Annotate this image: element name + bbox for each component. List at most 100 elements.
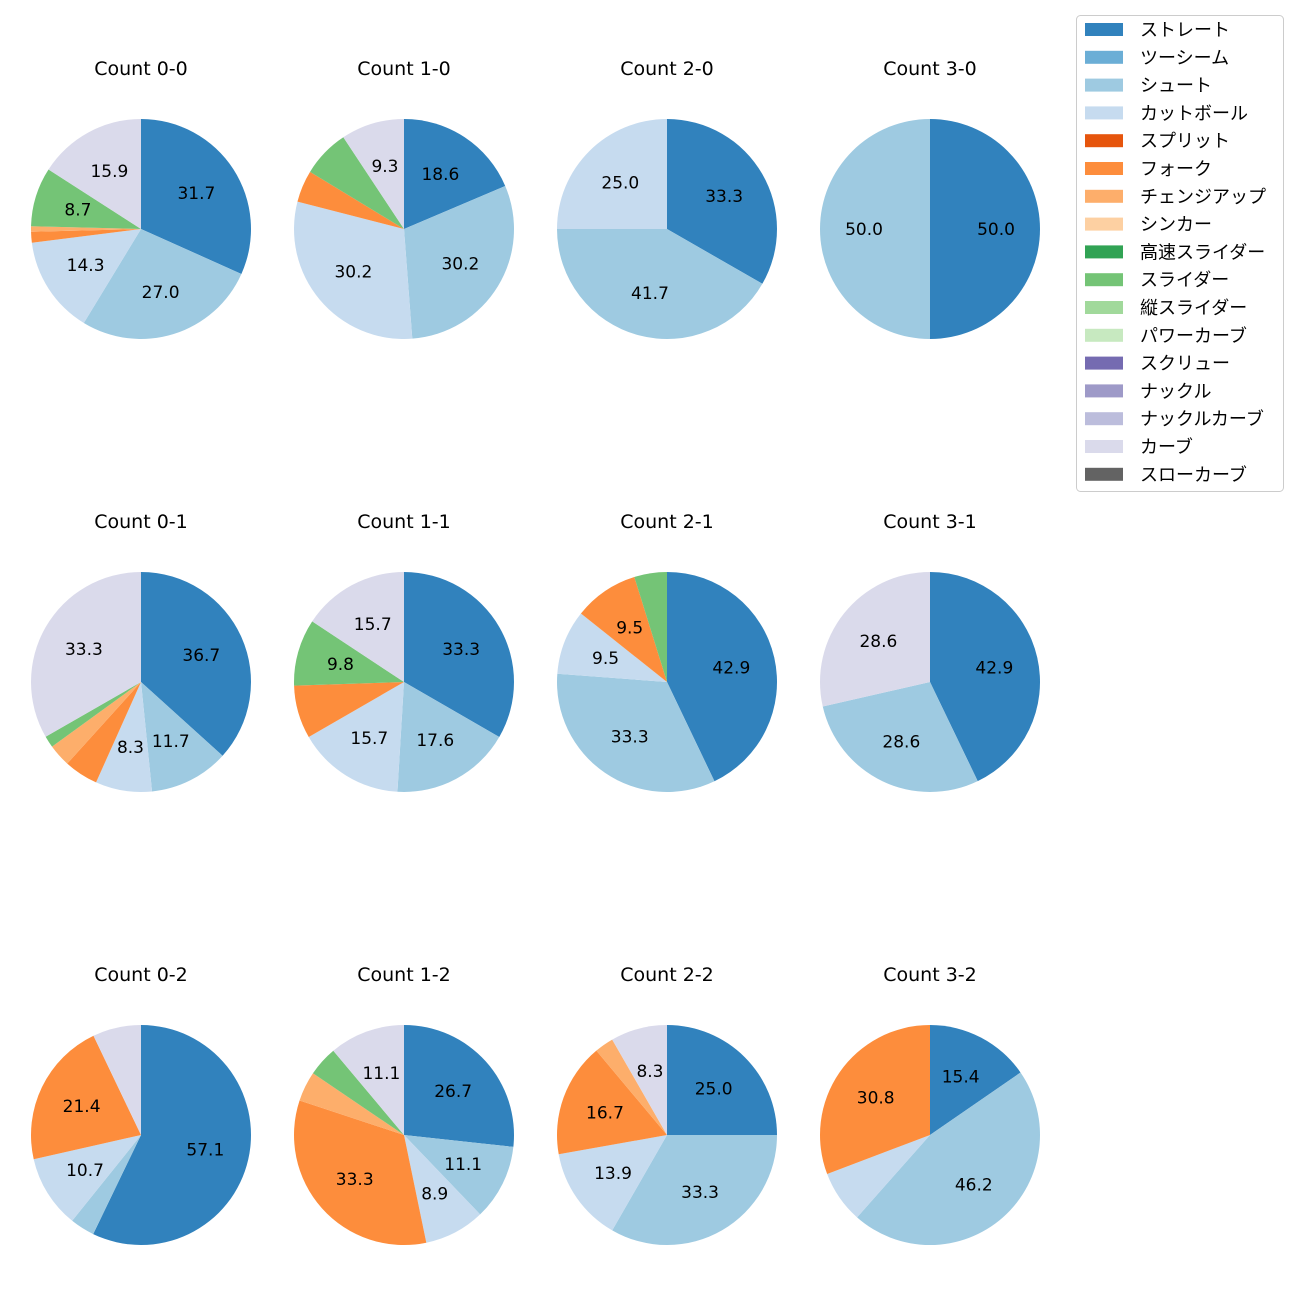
legend-label: ナックル [1140,381,1211,402]
slice-label: 11.1 [444,1155,482,1175]
slice-label: 15.4 [942,1068,980,1088]
slice-label: 33.3 [65,640,103,660]
pie-slice [404,1135,514,1215]
slice-label: 8.3 [636,1062,663,1082]
legend-label: シンカー [1140,215,1212,236]
slice-label: 33.3 [336,1170,374,1190]
slice-label: 8.3 [117,738,144,758]
pie-title: Count 3-1 [883,511,977,533]
pie-slice [612,1135,777,1245]
pie-count-1-2: Count 1-2 26.7 11.1 8.9 33.3 11.1 [294,964,514,1246]
slice-label: 33.3 [611,727,649,747]
pie-title: Count 1-2 [357,964,451,986]
legend-label: チェンジアップ [1140,187,1266,208]
pie-slice [404,119,506,229]
pie-count-1-1: Count 1-133.317.615.79.815.7 [294,511,514,793]
pie-slice [580,576,667,682]
pie-slice [667,572,777,782]
pie-slice [827,1135,930,1218]
pie-slice [822,682,978,792]
pie-title: Count 1-1 [357,511,451,533]
pie-slice [141,572,251,756]
slice-label: 27.0 [142,283,180,303]
pie-slice [30,572,141,737]
pie-slice [404,572,514,737]
slice-label: 15.7 [350,729,388,749]
slice-label: 9.5 [616,619,643,639]
legend-swatch [1085,440,1123,453]
pie-slice [294,1100,427,1246]
slice-label: 8.9 [421,1184,448,1204]
legend-swatch [1085,106,1123,120]
slice-label: 57.1 [186,1141,224,1161]
legend-label: 縦スライダー [1140,298,1247,319]
pie-title: Count 2-2 [620,964,714,986]
slice-label: 13.9 [594,1164,632,1184]
slice-label: 8.7 [64,201,91,221]
pie-slice [310,137,404,229]
slice-label: 41.7 [631,284,669,304]
legend-label: フォーク [1140,159,1212,180]
slice-label: 9.5 [592,649,619,669]
pie-title: Count 2-1 [620,511,714,533]
slice-label: 33.3 [681,1183,719,1203]
slice-label: 30.2 [334,262,372,282]
legend-swatch [1085,412,1123,426]
slice-label: 25.0 [601,173,639,193]
legend-swatch [1085,189,1123,203]
legend-label: ツーシーム [1140,48,1229,69]
pie-slice [404,1025,514,1147]
pie-slice [857,1072,1040,1245]
slice-label: 17.6 [416,731,454,751]
pie-slice [930,119,1040,339]
slice-label: 21.4 [63,1097,101,1117]
pie-slice [45,682,141,747]
pie-slice [333,1025,404,1135]
legend-label: ストレート [1140,20,1230,41]
pie-slice [404,1135,481,1243]
pie-count-3-2: Count 3-2 15.4 46.2 30.8 [820,964,1040,1245]
pie-slice [612,1025,667,1135]
slice-label: 31.7 [177,184,215,204]
pie-slice [312,1050,404,1135]
pie-slice [294,621,404,686]
pie-slice [31,1035,142,1160]
slice-label: 28.6 [882,732,920,752]
slice-label: 33.3 [705,187,743,207]
pie-slice [293,201,413,339]
pie-slice [52,682,141,764]
pie-slice [297,171,404,229]
pie-title: Count 0-2 [94,964,188,986]
pie-slice [634,572,667,682]
pie-slice [31,229,142,243]
pie-title: Count 0-1 [94,511,188,533]
pie-title: Count 3-0 [883,58,977,80]
slice-label: 18.6 [421,165,459,185]
pie-slice [67,682,141,783]
pie-count-1-0: Count 1-0 18.6 30.2 30.2 9.3 [293,58,514,339]
pie-count-2-1: Count 2-1 42.9 33.3 9.5 9.5 [557,511,777,792]
legend-swatch [1085,273,1123,287]
pie-count-2-0: Count 2-0 33.3 41.7 25.0 [557,58,777,339]
pie-slice [667,119,777,284]
pie-slice [557,1050,667,1155]
pie-count-0-1: Count 0-1 36.7 11.7 8.3 33.3 [30,511,251,792]
legend-label: スローカーブ [1140,464,1247,486]
slice-label: 46.2 [955,1175,993,1195]
pie-slice [48,119,142,229]
slice-label: 42.9 [712,658,750,678]
legend-swatch [1085,217,1123,231]
pie-count-2-2: Count 2-2 25.0 33.3 13.9 16.7 8.3 [557,964,777,1245]
legend-label: カーブ [1140,436,1193,458]
pie-slice [820,1025,930,1175]
pie-title: Count 1-0 [357,58,451,80]
legend-frame [1076,15,1284,492]
slice-label: 30.2 [441,254,479,274]
pie-slice [557,229,763,339]
pie-slice [96,682,153,792]
pie-slice [294,682,404,737]
pie-slice [31,229,141,323]
legend-swatch [1085,50,1123,64]
slice-label: 33.3 [442,640,480,660]
slice-label: 15.9 [90,162,128,182]
